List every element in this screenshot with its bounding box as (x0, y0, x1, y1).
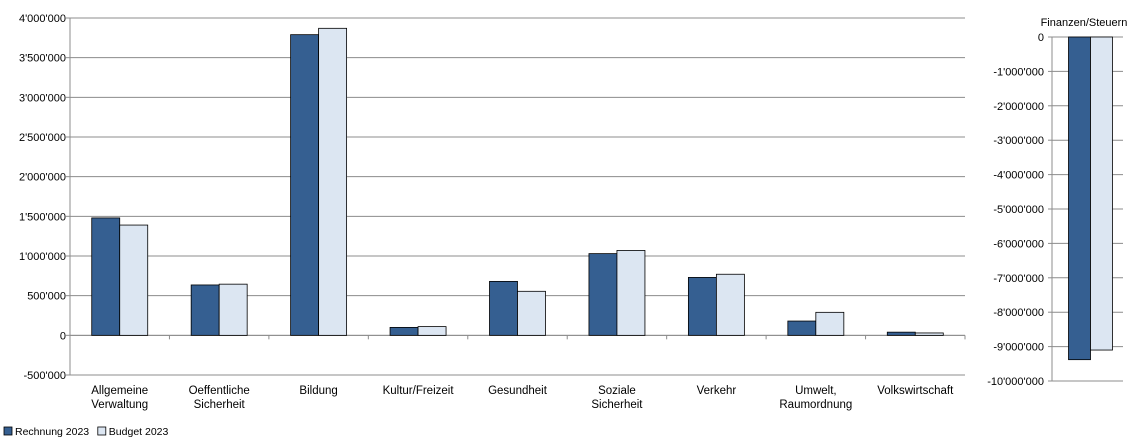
main-y-tick-label: 1'500'000 (19, 211, 66, 223)
bar-rechnung (687, 277, 717, 336)
bar-rechnung (588, 253, 618, 336)
side-y-tick-label: -2'000'000 (993, 101, 1044, 113)
category-label: Soziale (598, 385, 636, 397)
bar-budget (517, 290, 546, 336)
side-bar-budget (1090, 36, 1113, 351)
bar-rechnung (389, 326, 419, 336)
side-y-tick-label: -3'000'000 (993, 135, 1044, 147)
bar-budget (616, 250, 646, 336)
side-y-tick-label: -6'000'000 (993, 238, 1044, 250)
main-y-tick-label: 0 (60, 330, 66, 342)
bar-budget (218, 283, 248, 336)
legend-swatch-rechnung (3, 426, 13, 436)
side-y-tick-label: -10'000'000 (987, 376, 1044, 388)
legend-label: Budget 2023 (109, 426, 169, 438)
category-label: Bildung (299, 385, 337, 397)
category-label: Allgemeine (91, 385, 148, 397)
bar-rechnung (787, 320, 817, 336)
bar-rechnung (886, 331, 916, 336)
side-y-tick-label: -7'000'000 (993, 273, 1044, 285)
bar-rechnung (190, 284, 220, 336)
main-y-tick-label: -500'000 (24, 370, 66, 382)
bar-rechnung (91, 217, 121, 336)
category-label: Raumordnung (779, 399, 852, 411)
category-label: Gesundheit (488, 385, 548, 397)
category-label: Sicherheit (194, 399, 246, 411)
main-y-tick-label: 3'000'000 (19, 92, 66, 104)
main-y-tick-label: 2'500'000 (19, 132, 66, 144)
side-y-tick-label: -9'000'000 (993, 342, 1044, 354)
bar-rechnung (489, 280, 518, 336)
side-chart-title: Finanzen/Steuern (1041, 17, 1128, 29)
category-label: Oeffentliche (189, 385, 250, 397)
category-label: Kultur/Freizeit (383, 385, 455, 397)
side-y-tick-label: -5'000'000 (993, 204, 1044, 216)
main-y-tick-label: 500'000 (27, 291, 66, 303)
side-bar-rechnung (1068, 36, 1091, 361)
category-label: Volkswirtschaft (877, 385, 954, 397)
category-label: Verkehr (697, 385, 737, 397)
bar-budget (318, 27, 348, 336)
main-y-tick-label: 3'500'000 (19, 53, 66, 65)
side-y-tick-label: -1'000'000 (993, 66, 1044, 78)
side-y-tick-label: -8'000'000 (993, 307, 1044, 319)
main-y-tick-label: 4'000'000 (19, 13, 66, 25)
side-y-tick-label: 0 (1038, 32, 1044, 44)
bar-budget (815, 311, 845, 336)
category-label: Umwelt, (795, 385, 837, 397)
category-label: Sicherheit (591, 399, 643, 411)
bar-budget (914, 332, 944, 336)
legend-swatch-budget (97, 426, 107, 436)
bar-budget (715, 273, 745, 336)
bar-rechnung (290, 34, 320, 336)
legend-label: Rechnung 2023 (15, 426, 89, 438)
category-label: Verwaltung (91, 399, 148, 411)
main-y-tick-label: 1'000'000 (19, 251, 66, 263)
bar-budget (417, 326, 447, 336)
side-y-tick-label: -4'000'000 (993, 170, 1044, 182)
bar-budget (119, 224, 149, 336)
main-y-tick-label: 2'000'000 (19, 172, 66, 184)
